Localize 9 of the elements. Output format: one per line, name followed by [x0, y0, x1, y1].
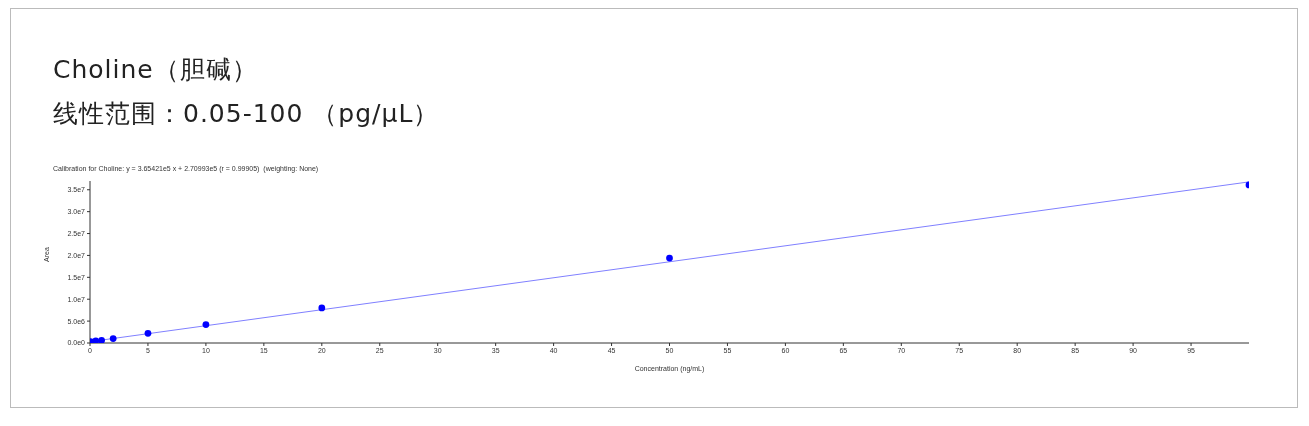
point [92, 337, 100, 343]
point [98, 336, 105, 343]
point [109, 335, 117, 342]
point [144, 329, 152, 337]
point [666, 254, 673, 262]
point [318, 304, 326, 312]
chart-subtitle: 线性范围：0.05-100 （pg/μL） [53, 98, 440, 130]
chart-title: Choline（胆碱） [53, 54, 258, 86]
point [202, 321, 210, 328]
